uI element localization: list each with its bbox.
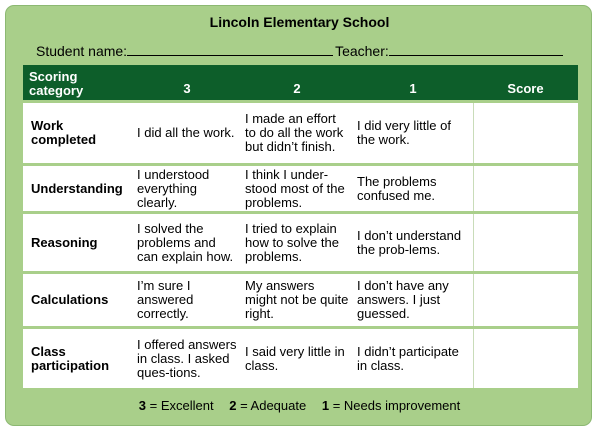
school-title: Lincoln Elementary School	[209, 14, 390, 30]
table-row: Understanding I understood everything cl…	[23, 163, 578, 213]
level-1-cell: I didn’t participate in class.	[353, 326, 473, 388]
score-cell[interactable]	[472, 100, 578, 165]
level-1-cell: I don’t have any answers. I just guessed…	[353, 271, 473, 328]
score-cell[interactable]	[472, 326, 578, 388]
teacher-label: Teacher:	[335, 43, 389, 59]
category-cell: Work completed	[23, 100, 133, 165]
level-2-cell: My answers might not be quite right.	[241, 271, 353, 328]
table-row: Work completed I did all the work. I mad…	[23, 100, 578, 165]
name-fields: Student name: Teacher:	[36, 42, 563, 59]
score-cell[interactable]	[472, 163, 578, 213]
level-3-cell: I offered answers in class. I asked ques…	[133, 326, 241, 388]
level-2-cell: I think I under-stood most of the proble…	[241, 163, 353, 213]
header-3: 3	[133, 65, 241, 102]
student-name-line	[127, 42, 334, 56]
level-3-cell: I understood everything clearly.	[133, 163, 241, 213]
header-2: 2	[241, 65, 353, 102]
student-name-label: Student name:	[36, 43, 128, 59]
table-row: Reasoning I solved the problems and can …	[23, 211, 578, 273]
rubric-table: Scoring category 3 2 1 Score Work comple…	[23, 65, 578, 388]
level-3-cell: I did all the work.	[133, 100, 241, 165]
level-2-cell: I made an effort to do all the work but …	[241, 100, 353, 165]
category-cell: Reasoning	[23, 211, 133, 273]
rubric-card: Lincoln Elementary School Student name: T…	[5, 5, 592, 426]
score-cell[interactable]	[472, 271, 578, 328]
legend-item: 1 = Needs improvement	[321, 398, 461, 413]
legend-item: 2 = Adequate	[229, 398, 307, 413]
header-score: Score	[473, 65, 578, 102]
score-cell[interactable]	[472, 211, 578, 273]
level-3-cell: I solved the problems and can explain ho…	[133, 211, 241, 273]
table-row: Class participation I offered answers in…	[23, 326, 578, 388]
category-cell: Understanding	[23, 163, 133, 213]
level-3-cell: I’m sure I answered correctly.	[133, 271, 241, 328]
header-scoring-category: Scoring category	[23, 65, 133, 102]
table-row: Calculations I’m sure I answered correct…	[23, 271, 578, 328]
category-cell: Calculations	[23, 271, 133, 328]
level-1-cell: I don’t understand the prob-lems.	[353, 211, 473, 273]
level-1-cell: The problems confused me.	[353, 163, 473, 213]
level-1-cell: I did very little of the work.	[353, 100, 473, 165]
header-1: 1	[353, 65, 473, 102]
category-cell: Class participation	[23, 326, 133, 388]
teacher-line	[388, 42, 563, 56]
legend-item: 3 = Excellent	[138, 398, 214, 413]
level-2-cell: I said very little in class.	[241, 326, 353, 388]
header-row: Scoring category 3 2 1 Score	[23, 65, 578, 102]
level-2-cell: I tried to explain how to solve the prob…	[241, 211, 353, 273]
score-legend: 3 = Excellent 2 = Adequate 1 = Needs imp…	[6, 398, 593, 413]
